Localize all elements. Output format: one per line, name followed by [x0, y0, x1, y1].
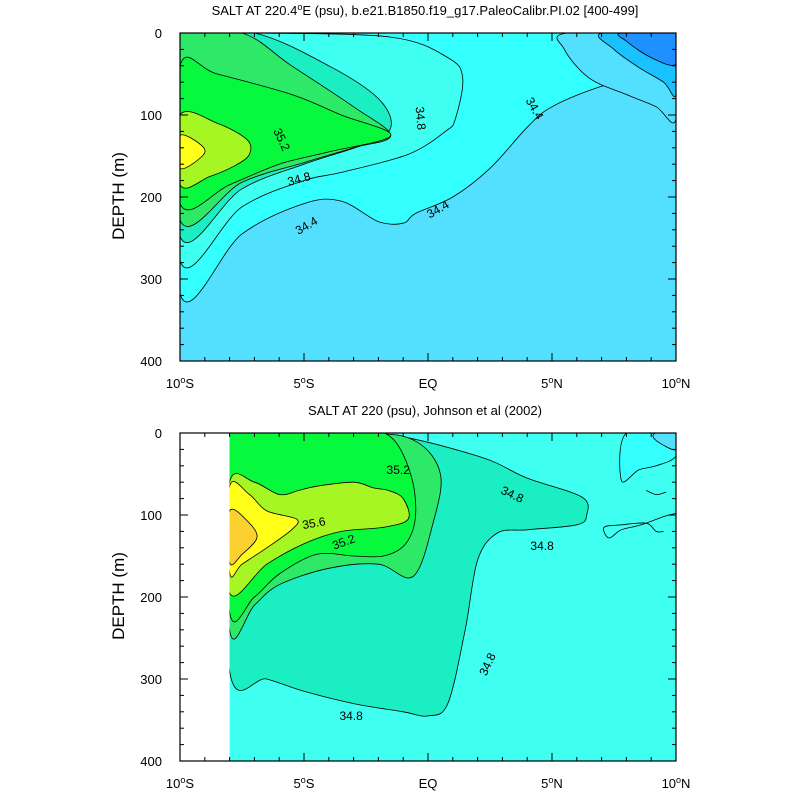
y-tick-label: 300: [140, 672, 162, 687]
y-tick-label: 100: [140, 508, 162, 523]
x-tick-label: 5oS: [294, 375, 315, 391]
y-tick-label: 200: [140, 190, 162, 205]
y-tick-label: 300: [140, 272, 162, 287]
x-tick-label: 10oS: [166, 375, 194, 391]
panel-observations: SALT AT 220 (psu), Johnson et al (2002) …: [109, 403, 690, 791]
y-tick-label: 0: [155, 426, 162, 441]
panel-title: SALT AT 220.4oE (psu), b.e21.B1850.f19_g…: [212, 2, 639, 18]
contour-region: [180, 134, 206, 170]
contour-label: 34.8: [530, 539, 554, 553]
x-tick-label: 10oS: [166, 775, 194, 791]
contour-region: [619, 433, 676, 483]
contour-line: [603, 513, 676, 539]
contour-region: [617, 33, 676, 66]
contour-fill-group: [229, 433, 676, 761]
x-tick-label: 10oN: [662, 775, 691, 791]
contour-label: 34.8: [413, 106, 429, 131]
y-axis-label: DEPTH (m): [109, 552, 128, 640]
x-tick-label: 5oN: [541, 775, 563, 791]
y-tick-label: 200: [140, 590, 162, 605]
panel-title: SALT AT 220 (psu), Johnson et al (2002): [308, 403, 542, 418]
y-tick-label: 400: [140, 754, 162, 769]
x-tick-label: EQ: [419, 776, 438, 791]
contour-fill-group: [180, 33, 676, 361]
x-tick-label: EQ: [419, 376, 438, 391]
contour-region: [180, 56, 392, 211]
x-tick-label: 5oN: [541, 375, 563, 391]
contour-line: [646, 490, 667, 495]
contour-region: [652, 433, 676, 451]
panel-model: SALT AT 220.4oE (psu), b.e21.B1850.f19_g…: [109, 2, 691, 391]
contour-label: 35.2: [387, 463, 411, 477]
contour-label: 34.8: [339, 709, 363, 723]
x-tick-label: 5oS: [294, 775, 315, 791]
contour-region: [229, 481, 299, 578]
x-tick-label: 10oN: [662, 375, 691, 391]
y-axis-label: DEPTH (m): [109, 152, 128, 240]
y-tick-label: 100: [140, 108, 162, 123]
contour-region: [229, 508, 258, 566]
y-tick-label: 400: [140, 354, 162, 369]
contour-label: 35.6: [301, 514, 327, 532]
y-tick-label: 0: [155, 26, 162, 41]
contour-region: [229, 473, 410, 597]
contour-label: 34.8: [286, 169, 312, 189]
